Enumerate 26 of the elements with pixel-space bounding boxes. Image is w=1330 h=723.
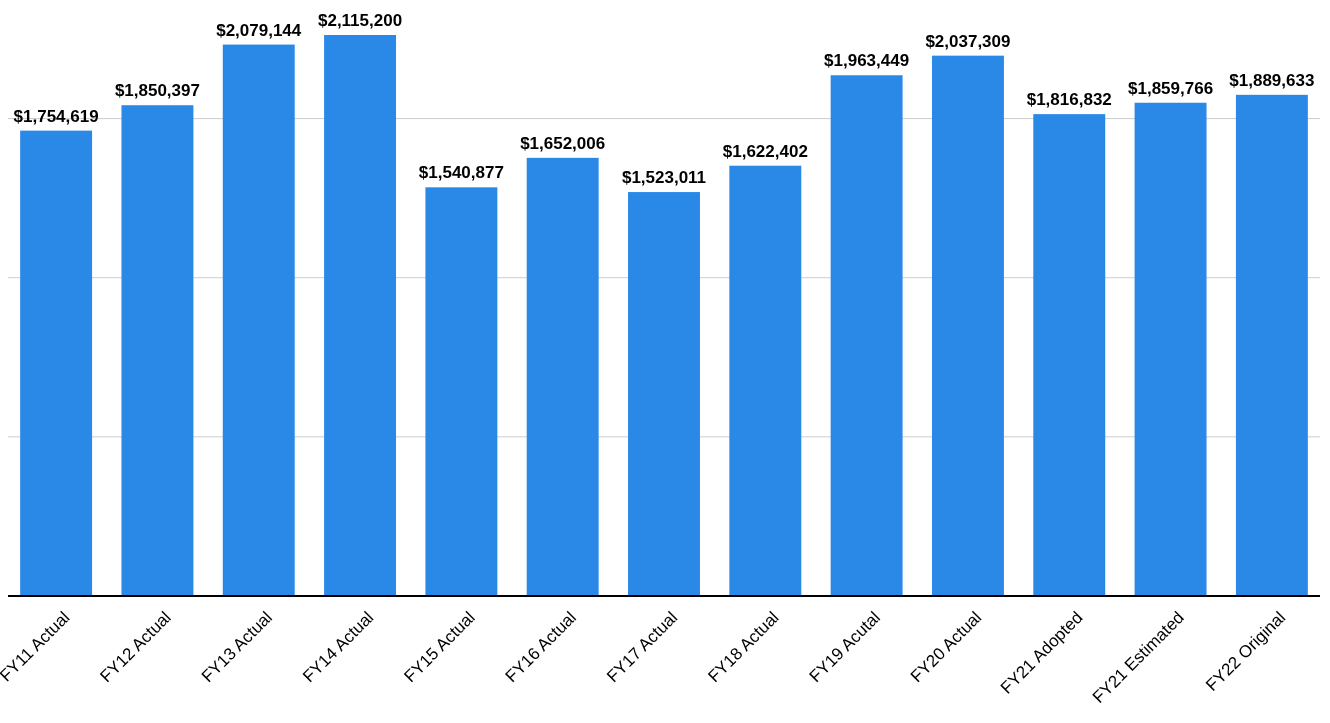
data-label: $1,540,877: [418, 163, 504, 183]
data-label: $1,652,006: [520, 133, 606, 153]
bar: [1235, 94, 1308, 596]
data-label: $1,622,402: [722, 141, 808, 161]
data-label: $1,859,766: [1128, 78, 1214, 98]
bar: [729, 165, 802, 596]
data-label: $1,889,633: [1229, 70, 1315, 90]
bar: [931, 55, 1004, 596]
bar: [1033, 114, 1106, 596]
data-label: $1,754,619: [13, 106, 99, 126]
data-label: $2,079,144: [216, 20, 302, 40]
data-label: $2,115,200: [317, 11, 403, 30]
bar: [222, 44, 295, 596]
data-label: $1,816,832: [1026, 90, 1112, 110]
bar: [20, 130, 93, 596]
data-label: $1,523,011: [621, 168, 707, 188]
data-label: $1,850,397: [114, 81, 200, 101]
data-label: $1,963,449: [824, 51, 910, 71]
bar: [830, 75, 903, 596]
bar: [628, 192, 700, 596]
bar: [425, 187, 498, 596]
bar: [121, 105, 194, 596]
bar: [324, 35, 397, 596]
data-label: $2,037,309: [925, 31, 1011, 51]
bar: [526, 157, 599, 596]
bar: [1134, 102, 1207, 596]
